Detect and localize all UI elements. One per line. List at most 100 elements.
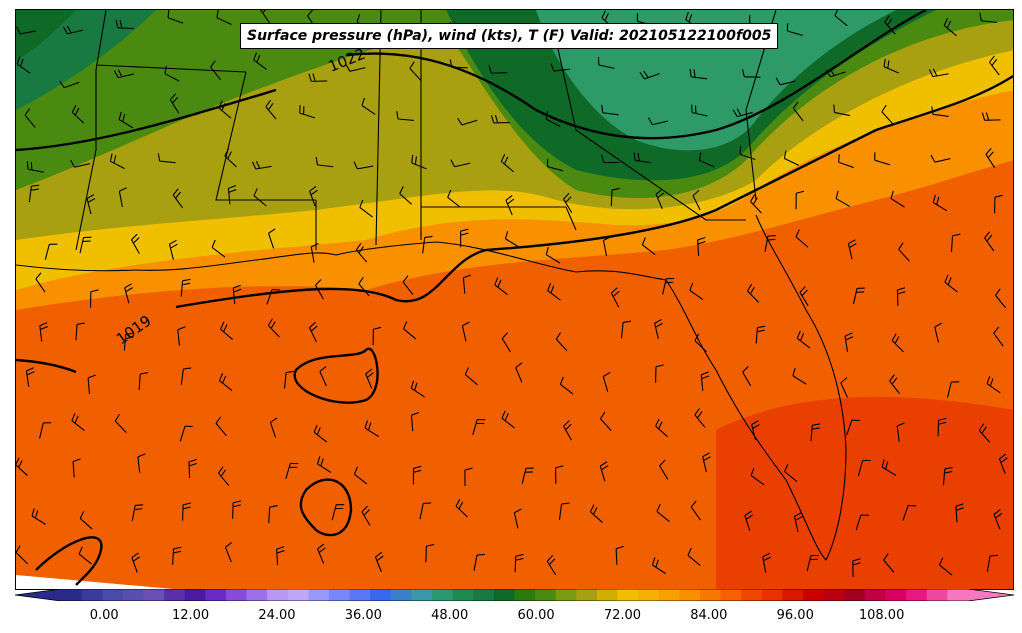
wind-barb [741,68,761,78]
colorbar-segment [803,589,825,601]
wind-barb [450,159,471,168]
wind-barb [620,320,632,339]
wind-barb [44,243,58,260]
wind-barb [26,161,44,173]
colorbar-segment [823,589,845,601]
wind-barb [750,194,762,214]
wind-barb [599,461,609,482]
colorbar-segment [102,589,124,601]
wind-barb [838,154,854,169]
wind-barb [180,367,192,385]
wind-barb [602,236,611,257]
wind-barb [744,510,754,531]
wind-barb [500,153,514,173]
wind-barb [315,156,334,168]
colorbar-segment [638,589,660,601]
wind-barb [655,364,664,383]
wind-barb [641,237,656,256]
wind-barb [883,553,895,573]
wind-barb [986,554,999,572]
colorbar-segment [658,589,680,601]
wind-barb [494,277,508,296]
wind-barb [610,287,620,308]
wind-barb [834,10,848,27]
colorbar-segment [61,589,83,601]
wind-barb [179,425,194,442]
wind-barb [118,187,127,208]
wind-barb [881,104,893,125]
colorbar-segment [947,589,969,601]
wind-barb [285,462,299,479]
wind-barb [313,424,328,443]
wind-barb [796,330,811,349]
colorbar-segment [122,589,144,601]
wind-barb [253,52,267,70]
colorbar-segment [782,589,804,601]
temp-band-nw-dark [16,10,76,60]
wind-barb [651,557,667,575]
wind-barb [786,22,803,36]
wind-barb [25,367,35,387]
wind-barb [833,104,851,117]
wind-barb [898,242,910,262]
wind-barb [545,246,561,264]
wind-barb [422,235,433,254]
wind-barb [310,243,319,263]
wind-barb [455,498,469,518]
wind-barb [655,188,665,210]
wind-barb [16,457,28,476]
wind-barb [697,236,706,257]
wind-barb [488,65,508,74]
wind-barb [90,289,99,308]
colorbar-segment [761,589,783,601]
wind-barb [118,111,134,129]
colorbar-segment [411,589,433,601]
colorbar-segment [452,589,474,601]
wind-barb [795,190,805,210]
wind-barb [39,322,48,342]
wind-barb [472,418,486,436]
wind-barb [72,458,81,478]
wind-barb [308,321,318,343]
wind-barb [505,194,515,216]
temp-band-gulf [266,466,536,589]
wind-barb [742,366,752,387]
isobars [16,10,1013,586]
wind-barb [59,80,80,89]
wind-barb [365,368,374,389]
wind-barb [345,64,366,72]
wind-barb [896,287,906,307]
wind-barb [602,371,611,393]
wind-barb [985,148,996,169]
wind-barb [514,553,524,573]
wind-barb [169,93,180,114]
wind-barb [218,466,230,486]
colorbar-tick-label: 36.00 [344,608,382,623]
wind-barb [131,552,141,573]
wind-barb [855,514,869,531]
colorbar-segment [679,589,701,601]
wind-barb [115,19,134,30]
no-data-wedge [16,575,174,589]
wind-barb [265,99,277,120]
wind-barb [188,458,197,478]
wind-barb [825,68,846,78]
wind-barb [986,375,1001,394]
wind-barb [177,326,186,346]
wind-barb [732,108,753,118]
wind-barb [691,104,708,117]
colorbar-segment [576,589,598,601]
isobar-line [35,536,103,586]
colorbar-segment [741,589,763,601]
wind-barb [938,557,953,576]
wind-barb [447,189,461,208]
colorbar-tick-label: 72.00 [603,608,642,623]
wind-barb [182,502,192,521]
wind-barb [874,152,891,166]
wind-barb [995,288,1006,309]
wind-barb [374,551,384,573]
colorbar-segment [864,589,887,601]
wind-barb [361,505,371,526]
colorbar-segment [906,589,928,601]
colorbar-segment [555,589,577,601]
